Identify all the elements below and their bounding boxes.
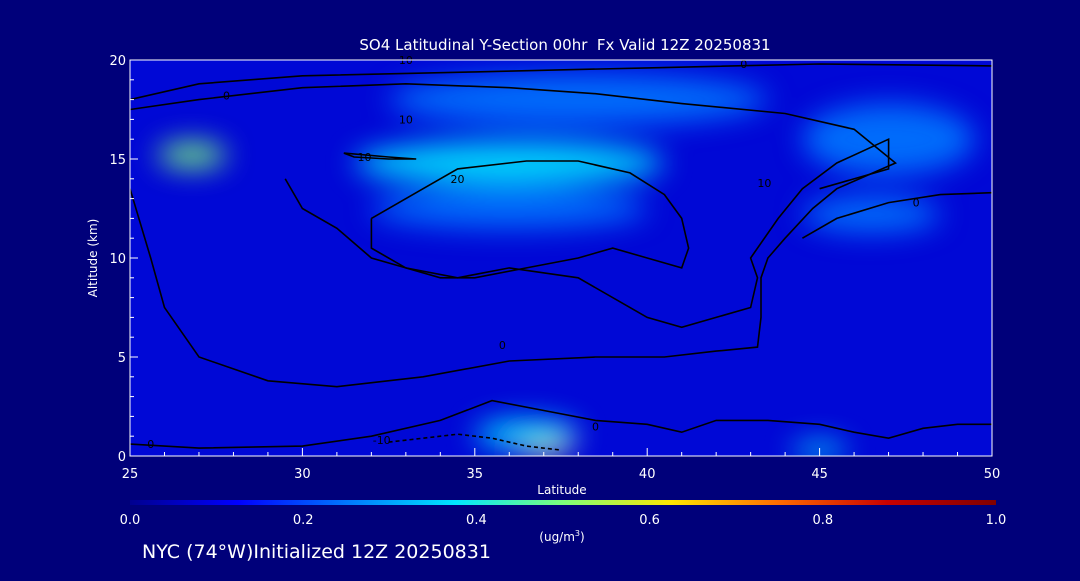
y-axis-ticks: 0 5 10 15 20: [109, 54, 138, 465]
x-tick-label-3: 40: [639, 467, 656, 482]
chart-title: SO4 Latitudinal Y-Section 00hr Fx Valid …: [359, 36, 770, 54]
x-axis-label: Latitude: [537, 483, 586, 497]
contour-label-8: 0: [592, 420, 599, 433]
colorbar-tick-label-1: 0.2: [293, 513, 314, 528]
colorbar-unit: (ug/m3): [539, 529, 584, 544]
x-tick-label-5: 50: [984, 467, 1001, 482]
colorbar-unit-sup: 3: [575, 529, 580, 538]
y-axis-label: Altitude (km): [86, 219, 100, 298]
field-blob-5: [388, 73, 768, 126]
x-tick-label-2: 35: [467, 467, 484, 482]
contour-line-5: [130, 399, 992, 449]
contour-label-7: 0: [499, 339, 506, 352]
colorbar-unit-text: (ug/m: [539, 530, 575, 544]
x-tick-label-0: 25: [122, 467, 139, 482]
y-tick-label-0: 0: [118, 450, 126, 465]
field-blob-7: [802, 196, 941, 233]
y-tick-label-1: 5: [118, 351, 126, 366]
colorbar-tick-label-2: 0.4: [466, 513, 487, 528]
colorbar-tick-label-0: 0.0: [120, 513, 141, 528]
contour-line-6: [802, 191, 992, 239]
contour-lines: [130, 63, 992, 451]
concentration-field: [157, 73, 975, 456]
colorbar-tick-label-4: 0.8: [812, 513, 833, 528]
contour-label-0: 10: [357, 151, 371, 164]
field-blob-4: [371, 188, 648, 229]
contour-line-0: [343, 152, 417, 160]
y-tick-label-3: 15: [109, 153, 126, 168]
contour-label-2: 20: [451, 173, 465, 186]
y-tick-label-2: 10: [109, 252, 126, 267]
colorbar-ticks: 0.0 0.2 0.4 0.6 0.8 1.0: [120, 513, 1007, 528]
field-blob-2: [157, 142, 227, 168]
field-blob-1: [474, 419, 579, 450]
colorbar-tick-label-5: 1.0: [986, 513, 1007, 528]
contour-line-4: [130, 63, 992, 101]
contour-label-10: 0: [147, 438, 154, 451]
contour-label-3: 10: [757, 177, 771, 190]
contour-label-5: 0: [740, 58, 747, 71]
contour-line-1: [130, 82, 898, 388]
contour-label-6: 0: [913, 197, 920, 210]
x-tick-label-4: 45: [811, 467, 828, 482]
contour-line-3: [284, 137, 890, 329]
footer-location: NYC (74°W): [142, 541, 254, 563]
y-tick-label-4: 20: [109, 54, 126, 69]
footer-caption: NYC (74°W)Initialized 12Z 20250831: [142, 541, 491, 563]
colorbar: [130, 500, 996, 505]
contour-line-2: [370, 160, 690, 279]
colorbar-tick-label-3: 0.6: [639, 513, 660, 528]
colorbar-unit-close: ): [580, 530, 585, 544]
x-tick-label-1: 30: [294, 467, 311, 482]
footer-initialized: Initialized 12Z 20250831: [253, 541, 491, 563]
contour-label-4: 0: [223, 90, 230, 103]
contour-label-1: 10: [399, 113, 413, 126]
contour-label-9: -10: [373, 434, 391, 447]
contour-line-7: [388, 433, 562, 451]
x-axis-ticks: 25 30 35 40 45 50: [122, 448, 1001, 482]
